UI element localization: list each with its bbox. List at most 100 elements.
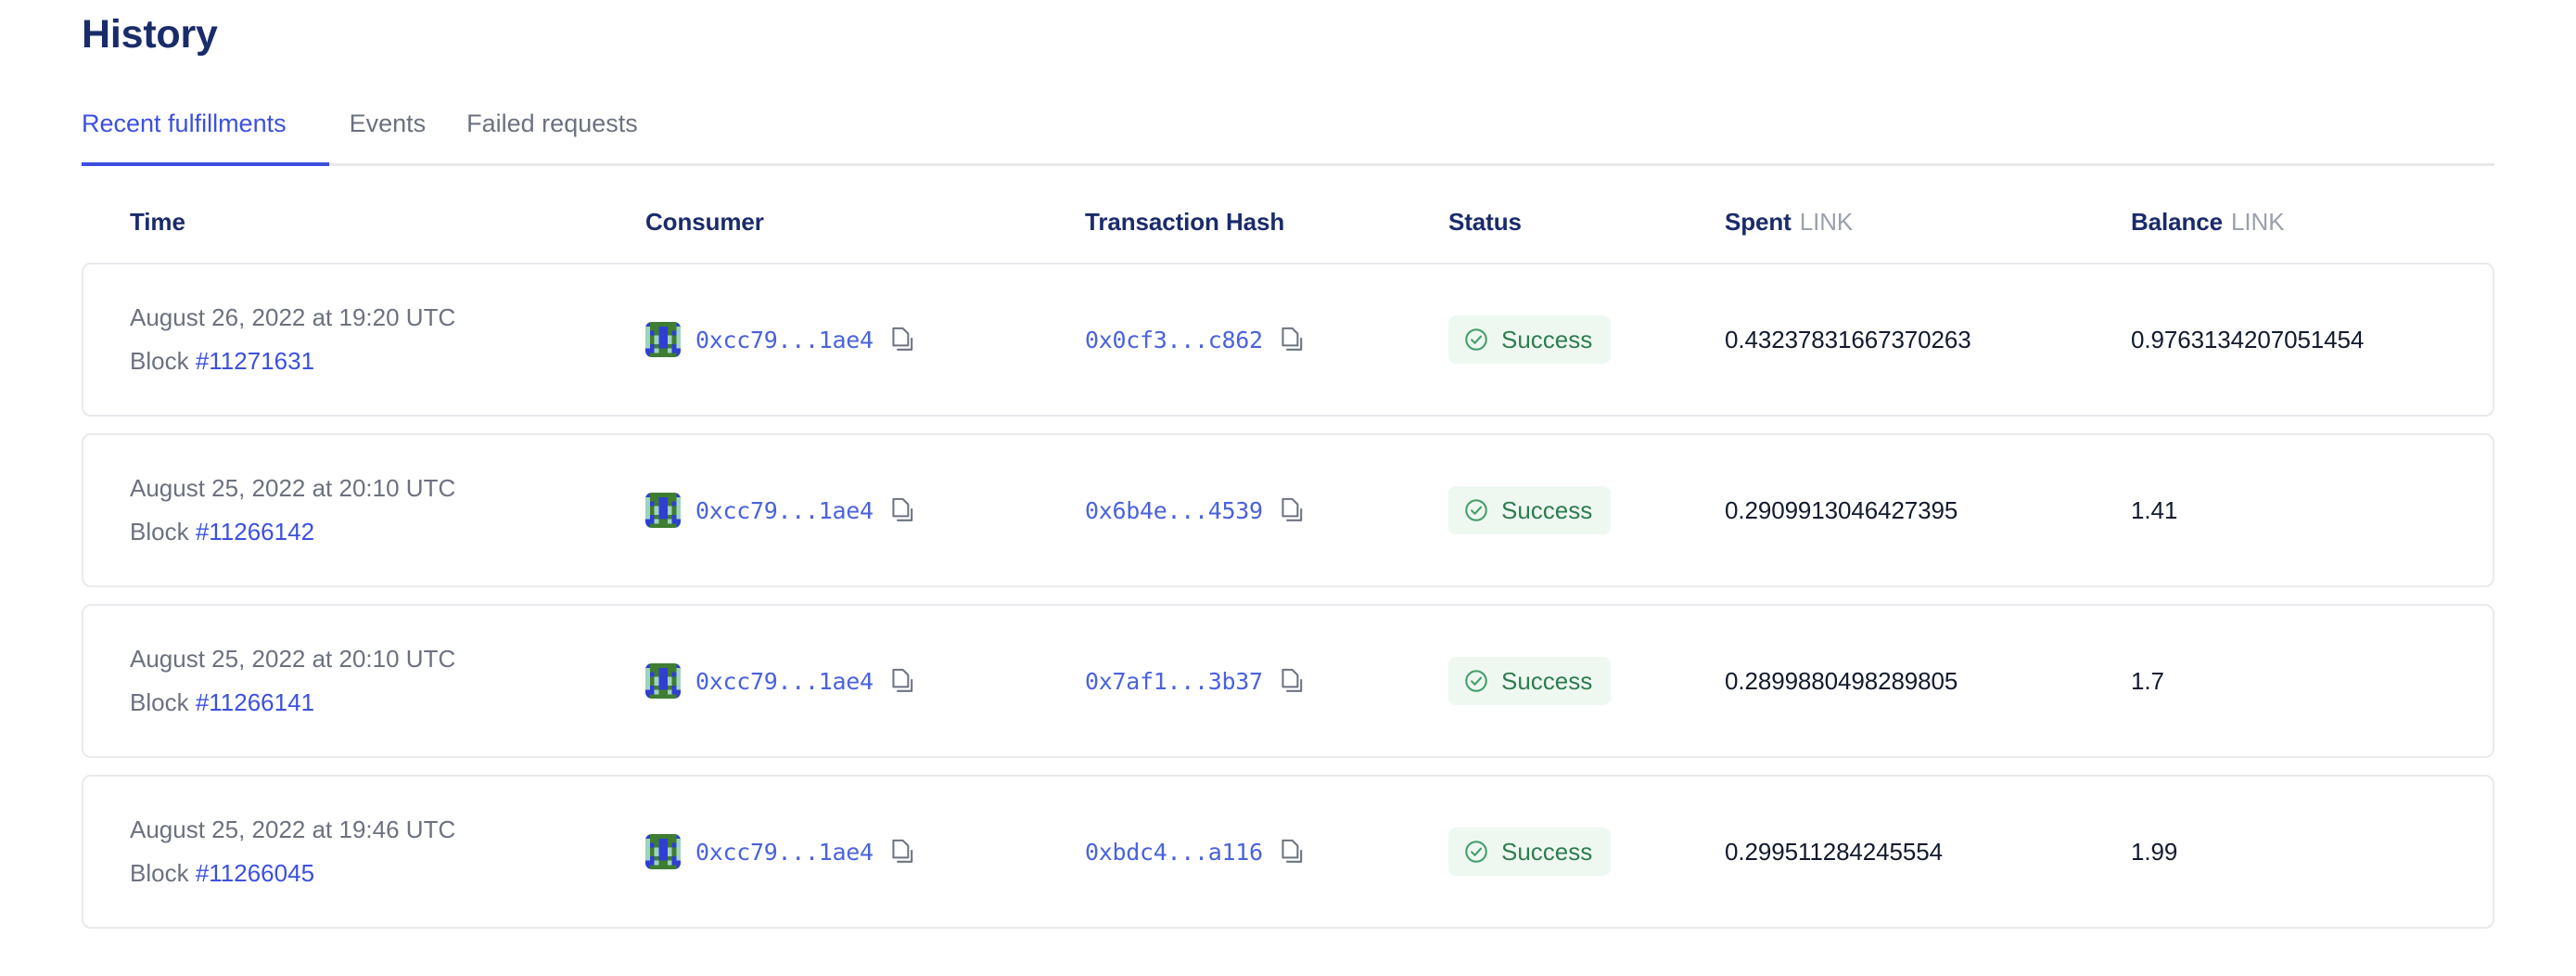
cell-balance: 1.41 (2131, 496, 2493, 525)
column-header-balance: Balance LINK (2131, 208, 2494, 237)
cell-status: Success (1448, 315, 1725, 365)
copy-icon[interactable] (1280, 839, 1304, 865)
column-header-spent: Spent LINK (1725, 208, 2131, 237)
column-header-consumer: Consumer (645, 207, 764, 236)
spent-value: 0.2909913046427395 (1725, 495, 1958, 524)
cell-time: August 25, 2022 at 20:10 UTC Block #1126… (130, 474, 645, 546)
tab-label: Recent fulfillments (82, 109, 287, 137)
cell-status: Success (1448, 828, 1725, 877)
table-row[interactable]: August 25, 2022 at 19:46 UTC Block #1126… (82, 775, 2494, 930)
check-circle-icon (1463, 327, 1489, 353)
table-row[interactable]: August 25, 2022 at 20:10 UTC Block #1126… (82, 604, 2494, 759)
cell-spent: 0.2909913046427395 (1725, 496, 2131, 525)
transaction-hash-link[interactable]: 0x7af1...3b37 (1085, 667, 1263, 695)
tab-failed-requests[interactable]: Failed requests (446, 109, 658, 164)
table-row[interactable]: August 25, 2022 at 20:10 UTC Block #1126… (82, 433, 2494, 588)
copy-icon[interactable] (890, 327, 914, 353)
row-block: Block #11266045 (130, 859, 455, 888)
copy-icon[interactable] (890, 497, 914, 523)
balance-value: 0.9763134207051454 (2131, 325, 2365, 353)
column-header-balance-label: Balance (2131, 207, 2224, 236)
row-timestamp: August 26, 2022 at 19:20 UTC (130, 303, 456, 332)
status-label: Success (1501, 837, 1593, 866)
table-row[interactable]: August 26, 2022 at 19:20 UTC Block #1127… (82, 263, 2494, 417)
transaction-hash-link[interactable]: 0x6b4e...4539 (1085, 496, 1263, 524)
row-timestamp: August 25, 2022 at 20:10 UTC (130, 645, 456, 674)
tab-recent-fulfillments[interactable]: Recent fulfillments (82, 109, 329, 166)
tab-events[interactable]: Events (329, 109, 447, 164)
cell-time: August 25, 2022 at 20:10 UTC Block #1126… (130, 645, 645, 717)
cell-time: August 26, 2022 at 19:20 UTC Block #1127… (130, 303, 645, 376)
row-timestamp: August 25, 2022 at 20:10 UTC (130, 474, 456, 503)
row-block: Block #11266141 (130, 688, 455, 717)
copy-icon[interactable] (1280, 668, 1304, 694)
block-number-link[interactable]: #11266045 (195, 859, 315, 888)
cell-consumer: 0xcc79...1ae4 (645, 322, 1085, 358)
tab-bar: Recent fulfillments Events Failed reques… (82, 109, 2494, 167)
cell-consumer: 0xcc79...1ae4 (645, 834, 1085, 870)
tab-label: Events (349, 109, 427, 137)
consumer-address-link[interactable]: 0xcc79...1ae4 (695, 838, 874, 866)
copy-icon[interactable] (890, 839, 914, 865)
identicon-avatar (645, 663, 681, 700)
status-badge: Success (1448, 657, 1612, 706)
cell-status: Success (1448, 486, 1725, 535)
fulfillments-list: August 26, 2022 at 19:20 UTC Block #1127… (82, 263, 2494, 930)
block-label: Block (130, 859, 189, 888)
block-label: Block (130, 518, 189, 546)
consumer-address-link[interactable]: 0xcc79...1ae4 (695, 496, 874, 524)
column-header-spent-unit: LINK (1799, 207, 1854, 236)
column-header-time: Time (130, 207, 185, 236)
check-circle-icon (1463, 839, 1489, 865)
cell-transaction-hash: 0x7af1...3b37 (1085, 668, 1448, 695)
table-header-row: Time Consumer Transaction Hash Status Sp… (82, 201, 2494, 242)
status-label: Success (1501, 495, 1593, 524)
status-badge: Success (1448, 486, 1612, 535)
cell-time: August 25, 2022 at 19:46 UTC Block #1126… (130, 815, 645, 888)
row-timestamp: August 25, 2022 at 19:46 UTC (130, 815, 456, 844)
transaction-hash-link[interactable]: 0xbdc4...a116 (1085, 838, 1263, 866)
check-circle-icon (1463, 497, 1489, 523)
page-title: History (82, 12, 218, 57)
check-circle-icon (1463, 668, 1489, 694)
tab-label: Failed requests (466, 109, 638, 137)
copy-icon[interactable] (1280, 327, 1304, 353)
cell-consumer: 0xcc79...1ae4 (645, 663, 1085, 700)
copy-icon[interactable] (890, 668, 914, 694)
column-header-balance-unit: LINK (2231, 207, 2285, 236)
column-header-transaction-hash: Transaction Hash (1085, 207, 1285, 236)
cell-consumer: 0xcc79...1ae4 (645, 493, 1085, 529)
copy-icon[interactable] (1280, 497, 1304, 523)
cell-balance: 1.99 (2131, 838, 2493, 867)
block-number-link[interactable]: #11271631 (195, 347, 315, 376)
column-header-spent-label: Spent (1725, 207, 1792, 236)
consumer-address-link[interactable]: 0xcc79...1ae4 (695, 667, 874, 695)
cell-spent: 0.299511284245554 (1725, 838, 2131, 867)
cell-balance: 1.7 (2131, 667, 2493, 696)
block-number-link[interactable]: #11266142 (195, 518, 315, 546)
cell-spent: 0.43237831667370263 (1725, 326, 2131, 354)
status-badge: Success (1448, 315, 1612, 365)
block-number-link[interactable]: #11266141 (195, 688, 315, 717)
spent-value: 0.43237831667370263 (1725, 325, 1971, 353)
cell-transaction-hash: 0x0cf3...c862 (1085, 327, 1448, 353)
identicon-avatar (645, 834, 681, 870)
block-label: Block (130, 688, 189, 717)
status-badge: Success (1448, 828, 1612, 877)
cell-status: Success (1448, 657, 1725, 706)
cell-spent: 0.2899880498289805 (1725, 667, 2131, 696)
identicon-avatar (645, 322, 681, 358)
spent-value: 0.2899880498289805 (1725, 666, 1958, 695)
block-label: Block (130, 347, 189, 376)
cell-transaction-hash: 0xbdc4...a116 (1085, 839, 1448, 866)
transaction-hash-link[interactable]: 0x0cf3...c862 (1085, 326, 1263, 353)
balance-value: 1.41 (2131, 495, 2178, 524)
status-label: Success (1501, 666, 1593, 695)
balance-value: 1.7 (2131, 666, 2164, 695)
row-block: Block #11266142 (130, 518, 455, 546)
identicon-avatar (645, 493, 681, 529)
consumer-address-link[interactable]: 0xcc79...1ae4 (695, 326, 874, 353)
balance-value: 1.99 (2131, 837, 2178, 866)
column-header-status: Status (1448, 207, 1522, 236)
